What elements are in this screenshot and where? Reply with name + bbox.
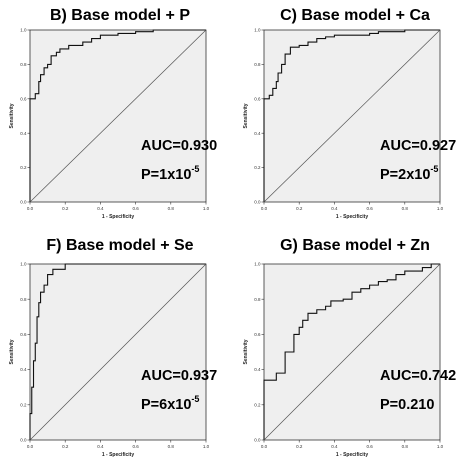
x-tick-label: 0.8	[168, 206, 175, 211]
y-tick-label: 0.8	[254, 62, 261, 67]
y-tick-label: 0.8	[20, 62, 27, 67]
auc-value: AUC=0.742	[380, 368, 456, 384]
x-tick-label: 0.0	[261, 444, 268, 449]
roc-curve	[29, 29, 206, 202]
x-tick-label: 0.0	[27, 206, 34, 211]
x-tick-label: 0.6	[366, 206, 373, 211]
x-tick-label: 0.4	[331, 206, 338, 211]
roc-panel-4: G) Base model + Zn 0.00.0 0.2 0.2 0.4 0.4 0.6 0…	[243, 237, 456, 458]
p-value: P=6x10-5	[141, 394, 199, 413]
y-tick-label: 0.2	[20, 402, 27, 407]
p-value-exponent: -5	[191, 164, 199, 174]
roc-curve	[263, 29, 440, 202]
y-tick-label: 1.0	[254, 262, 261, 267]
x-tick-label: 0.4	[97, 206, 104, 211]
y-axis-label: Sensitivity	[243, 339, 249, 364]
p-value-exponent: -5	[191, 394, 199, 404]
x-tick-label: 0.0	[261, 206, 268, 211]
x-axis-label: 1 - Specificity	[102, 214, 134, 220]
roc-panel-1: B) Base model + P 0.00.0 0.2 0.2 0.4 0.4 0.6 0.…	[9, 7, 217, 220]
reference-diagonal	[263, 29, 441, 203]
p-value-base: P=0.210	[380, 397, 434, 413]
x-tick-label: 0.6	[132, 206, 139, 211]
x-tick-label: 0.2	[296, 206, 303, 211]
x-tick-label: 0.2	[62, 206, 69, 211]
p-value-base: P=6x10	[141, 397, 191, 413]
roc-curve	[263, 263, 440, 440]
x-tick-label: 0.8	[168, 444, 175, 449]
y-axis-label: Sensitivity	[9, 103, 15, 128]
x-tick-label: 0.6	[366, 444, 373, 449]
p-value: P=1x10-5	[141, 164, 199, 183]
p-value: P=2x10-5	[380, 164, 438, 183]
x-tick-label: 1.0	[437, 206, 444, 211]
y-tick-label: 1.0	[20, 262, 27, 267]
roc-panel-2: C) Base model + Ca 0.00.0 0.2 0.2 0.4 0.4 0.6 0…	[243, 7, 456, 220]
x-axis-label: 1 - Specificity	[102, 452, 134, 458]
reference-diagonal	[263, 263, 441, 441]
y-tick-label: 0.4	[20, 131, 27, 136]
y-tick-label: 0.2	[254, 402, 261, 407]
x-axis-label: 1 - Specificity	[336, 214, 368, 220]
y-tick-label: 0.4	[20, 367, 27, 372]
y-tick-label: 0.6	[20, 96, 27, 101]
reference-diagonal	[29, 29, 207, 203]
y-tick-label: 0.2	[20, 165, 27, 170]
panel-title: C) Base model + Ca	[280, 7, 430, 24]
p-value-base: P=1x10	[141, 167, 191, 183]
y-tick-label: 0.6	[254, 332, 261, 337]
roc-panel-3: F) Base model + Se 0.00.0 0.2 0.2 0.4 0.4 0.6 0…	[9, 237, 217, 458]
auc-value: AUC=0.930	[141, 138, 217, 154]
y-tick-label: 0.6	[20, 332, 27, 337]
y-tick-label: 0.0	[254, 200, 261, 205]
y-tick-label: 0.2	[254, 165, 261, 170]
p-value-base: P=2x10	[380, 167, 430, 183]
y-tick-label: 0.0	[20, 200, 27, 205]
x-tick-label: 0.8	[402, 444, 409, 449]
y-tick-label: 0.4	[254, 131, 261, 136]
roc-curve	[29, 263, 206, 440]
auc-value: AUC=0.927	[380, 138, 456, 154]
panel-title: B) Base model + P	[50, 7, 190, 24]
x-tick-label: 1.0	[203, 206, 210, 211]
x-tick-label: 1.0	[203, 444, 210, 449]
x-tick-label: 1.0	[437, 444, 444, 449]
p-value-exponent: -5	[430, 164, 438, 174]
x-tick-label: 0.2	[62, 444, 69, 449]
panel-title: F) Base model + Se	[46, 237, 193, 254]
x-tick-label: 0.4	[97, 444, 104, 449]
x-tick-label: 0.2	[296, 444, 303, 449]
y-tick-label: 1.0	[20, 28, 27, 33]
y-tick-label: 0.0	[20, 438, 27, 443]
y-tick-label: 1.0	[254, 28, 261, 33]
y-tick-label: 0.0	[254, 438, 261, 443]
x-tick-label: 0.0	[27, 444, 34, 449]
y-tick-label: 0.4	[254, 367, 261, 372]
y-tick-label: 0.6	[254, 96, 261, 101]
auc-value: AUC=0.937	[141, 368, 217, 384]
x-axis-label: 1 - Specificity	[336, 452, 368, 458]
y-tick-label: 0.8	[254, 297, 261, 302]
p-value: P=0.210	[380, 397, 434, 413]
y-axis-label: Sensitivity	[9, 339, 15, 364]
y-axis-label: Sensitivity	[243, 103, 249, 128]
x-tick-label: 0.8	[402, 206, 409, 211]
x-tick-label: 0.4	[331, 444, 338, 449]
reference-diagonal	[29, 263, 207, 441]
x-tick-label: 0.6	[132, 444, 139, 449]
panel-title: G) Base model + Zn	[280, 237, 430, 254]
y-tick-label: 0.8	[20, 297, 27, 302]
